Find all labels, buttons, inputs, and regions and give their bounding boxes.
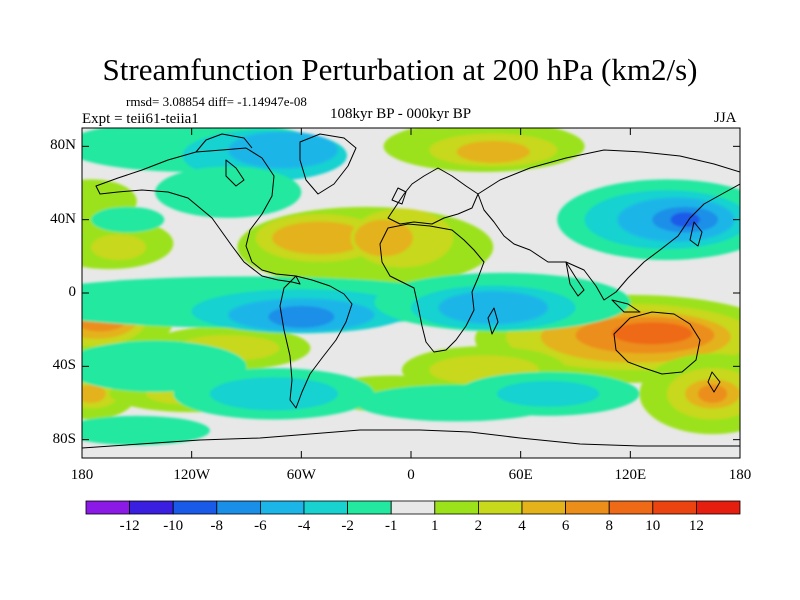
field-contour-neg4 — [268, 305, 335, 328]
y-tick-label: 40N — [50, 210, 76, 227]
colorbar-swatch — [565, 500, 610, 515]
colorbar-label: -4 — [297, 518, 311, 534]
colorbar-swatch — [652, 500, 697, 515]
colorbar — [85, 500, 741, 515]
y-tick-label: 80S — [52, 430, 76, 447]
colorbar-swatch — [390, 500, 436, 515]
field-contour-neg2 — [209, 377, 338, 411]
axis-ticks — [81, 128, 741, 458]
x-tick-label: 180 — [70, 467, 94, 483]
field-contour-pos3 — [272, 221, 368, 255]
x-tick-label: 0 — [407, 467, 415, 483]
colorbar-swatch — [434, 500, 479, 515]
colorbar-label: -2 — [341, 518, 354, 534]
y-tick-label: 40S — [52, 357, 76, 374]
y-tick-label: 80N — [50, 137, 76, 154]
colorbar-swatch — [521, 500, 566, 515]
field-contour-neg3 — [438, 291, 549, 325]
x-tick-label: 60W — [286, 467, 316, 483]
colorbar-label: -8 — [210, 518, 224, 534]
colorbar-swatch — [172, 500, 218, 515]
field-contour-neg1 — [91, 206, 165, 233]
colorbar-swatch — [259, 500, 305, 515]
rmsd-stats: rmsd= 3.08854 diff= -1.14947e-08 — [126, 94, 307, 109]
colorbar-swatch — [129, 500, 174, 515]
colorbar-label: 8 — [605, 518, 613, 534]
colorbar-swatch — [85, 500, 130, 515]
field-contour-neg2 — [496, 381, 600, 407]
y-tick-label: 0 — [68, 284, 77, 300]
colorbar-label: -12 — [119, 518, 140, 534]
map-panel — [82, 128, 740, 458]
field-contour-pos3 — [354, 219, 413, 257]
x-tick-label: 120E — [614, 467, 647, 483]
field-contour-pos3 — [456, 140, 530, 163]
page-title: Streamfunction Perturbation at 200 hPa (… — [102, 52, 698, 87]
colorbar-label: 12 — [688, 518, 704, 534]
colorbar-label: 4 — [518, 518, 526, 534]
colorbar-label: 10 — [645, 518, 661, 534]
coastlines — [82, 133, 740, 449]
colorbar-label: -10 — [163, 518, 184, 534]
field-contour-pos3 — [82, 384, 106, 403]
colorbar-swatch — [303, 500, 348, 515]
field-contour-pos5 — [612, 322, 693, 345]
field-contour-pos2 — [91, 234, 146, 260]
field-contour-neg1 — [82, 415, 210, 446]
colorbar-label: -6 — [254, 518, 267, 534]
x-tick-label: 60E — [508, 467, 533, 483]
colorbar-swatch — [608, 500, 654, 515]
field-contour-pos4 — [697, 384, 728, 404]
colorbar-label: 2 — [474, 518, 483, 534]
colorbar-swatch — [477, 500, 523, 515]
streamfunction-field — [82, 128, 740, 446]
colorbar-label: 6 — [561, 518, 570, 534]
field-contour-neg1 — [155, 166, 302, 218]
colorbar-swatch — [347, 500, 392, 515]
period-label: 108kyr BP - 000kyr BP — [330, 106, 472, 122]
season-label: JJA — [714, 110, 737, 126]
x-tick-label: 180 — [728, 467, 752, 483]
colorbar-swatch — [696, 500, 741, 515]
experiment-label: Expt = teii61-teiia1 — [82, 111, 199, 127]
colorbar-label: 1 — [431, 518, 439, 534]
field-contour-neg3 — [228, 131, 338, 169]
x-tick-label: 120W — [173, 467, 210, 483]
colorbar-swatch — [216, 500, 261, 515]
colorbar-label: -1 — [384, 518, 398, 534]
